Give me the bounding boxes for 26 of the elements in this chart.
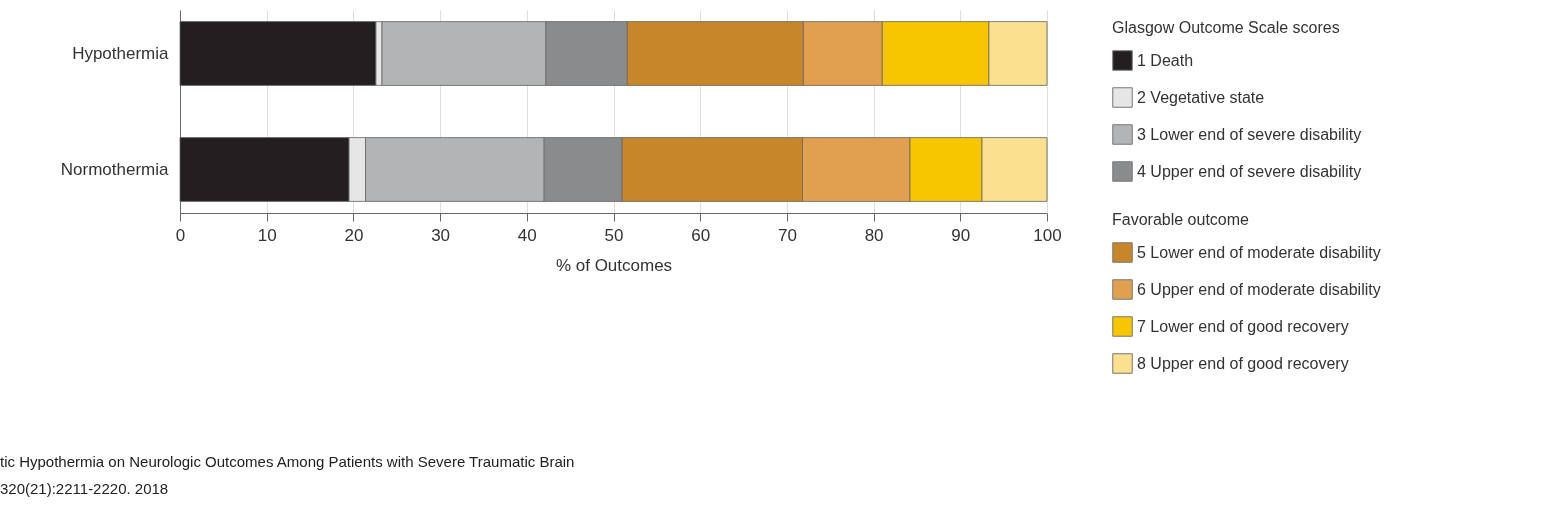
y-tick-label: Hypothermia	[72, 43, 170, 63]
legend-label: 5 Lower end of moderate disability	[1137, 243, 1381, 261]
legend-label: 8 Upper end of good recovery	[1137, 354, 1349, 372]
x-tick-label: 20	[344, 225, 364, 245]
x-tick-label: 90	[951, 225, 971, 245]
legend-label: 6 Upper end of moderate disability	[1137, 280, 1381, 298]
legend-label: 3 Lower end of severe disability	[1137, 125, 1362, 143]
legend-label: 1 Death	[1137, 51, 1194, 69]
legend-label: 4 Upper end of severe disability	[1137, 162, 1362, 180]
y-tick-label: Normothermia	[60, 159, 170, 179]
x-tick-label: 80	[864, 225, 884, 245]
text: Favorable outcome	[1112, 211, 1250, 228]
x-tick-label: 30	[431, 225, 451, 245]
x-axis-title: % of Outcomes	[555, 255, 673, 275]
legend-label: 7 Lower end of good recovery	[1137, 317, 1349, 335]
x-tick-label: 50	[604, 225, 624, 245]
x-tick-label: 0	[175, 225, 186, 245]
text: 320(21):2211-2220. 2018	[0, 480, 169, 497]
legend-title: Glasgow Outcome Scale scores	[1112, 19, 1340, 36]
legend-label: 2 Vegetative state	[1137, 88, 1265, 106]
x-tick-label: 60	[691, 225, 711, 245]
x-tick-label: 100	[1033, 225, 1062, 245]
text: tic Hypothermia on Neurologic Outcomes Among Patients with Severe Traumatic Brain	[0, 453, 575, 470]
x-tick-label: 40	[517, 225, 537, 245]
x-tick-label: 70	[777, 225, 797, 245]
x-tick-label: 10	[257, 225, 277, 245]
